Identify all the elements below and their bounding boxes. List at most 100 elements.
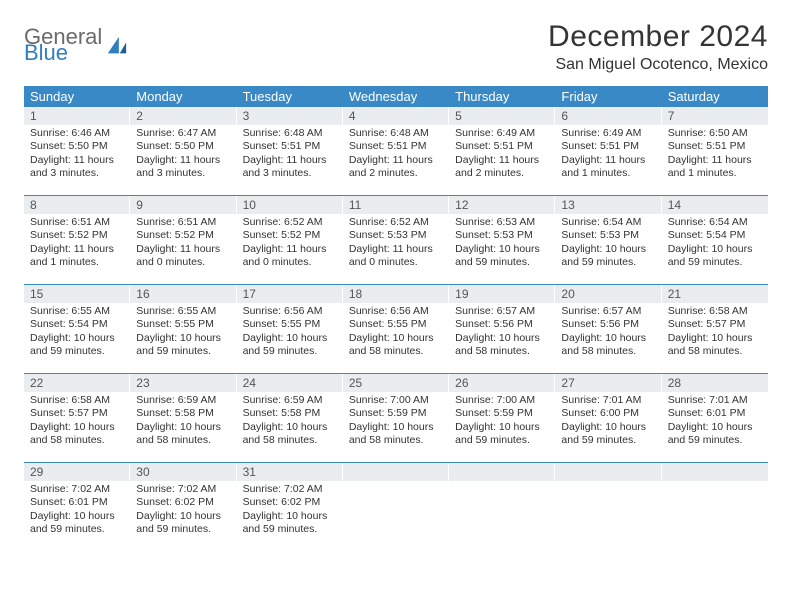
day-body: Sunrise: 6:58 AMSunset: 5:57 PMDaylight:… bbox=[24, 392, 130, 450]
day-cell: 19Sunrise: 6:57 AMSunset: 5:56 PMDayligh… bbox=[449, 285, 555, 363]
day-number: 26 bbox=[449, 374, 555, 392]
weeks-container: 1Sunrise: 6:46 AMSunset: 5:50 PMDaylight… bbox=[24, 107, 768, 541]
day-number: 9 bbox=[130, 196, 236, 214]
day-cell: 17Sunrise: 6:56 AMSunset: 5:55 PMDayligh… bbox=[237, 285, 343, 363]
day-number: 22 bbox=[24, 374, 130, 392]
day-number: 10 bbox=[237, 196, 343, 214]
day-number: 13 bbox=[555, 196, 661, 214]
day-body: Sunrise: 6:48 AMSunset: 5:51 PMDaylight:… bbox=[343, 125, 449, 183]
header: General Blue December 2024 San Miguel Oc… bbox=[24, 20, 768, 74]
day-cell: 10Sunrise: 6:52 AMSunset: 5:52 PMDayligh… bbox=[237, 196, 343, 274]
location: San Miguel Ocotenco, Mexico bbox=[548, 56, 768, 74]
day-body: Sunrise: 6:52 AMSunset: 5:52 PMDaylight:… bbox=[237, 214, 343, 272]
day-cell: 16Sunrise: 6:55 AMSunset: 5:55 PMDayligh… bbox=[130, 285, 236, 363]
logo-text: General Blue bbox=[24, 26, 102, 64]
day-body: Sunrise: 6:54 AMSunset: 5:53 PMDaylight:… bbox=[555, 214, 661, 272]
week-row: 8Sunrise: 6:51 AMSunset: 5:52 PMDaylight… bbox=[24, 195, 768, 274]
day-number: 23 bbox=[130, 374, 236, 392]
day-number: 5 bbox=[449, 107, 555, 125]
day-body: Sunrise: 6:57 AMSunset: 5:56 PMDaylight:… bbox=[449, 303, 555, 361]
day-number: 24 bbox=[237, 374, 343, 392]
day-cell: 20Sunrise: 6:57 AMSunset: 5:56 PMDayligh… bbox=[555, 285, 661, 363]
dow-header: Saturday bbox=[662, 86, 768, 107]
week-row: 1Sunrise: 6:46 AMSunset: 5:50 PMDaylight… bbox=[24, 107, 768, 185]
day-cell: 18Sunrise: 6:56 AMSunset: 5:55 PMDayligh… bbox=[343, 285, 449, 363]
day-number: 2 bbox=[130, 107, 236, 125]
title-block: December 2024 San Miguel Ocotenco, Mexic… bbox=[548, 20, 768, 74]
day-cell bbox=[449, 463, 555, 541]
day-body: Sunrise: 6:51 AMSunset: 5:52 PMDaylight:… bbox=[130, 214, 236, 272]
day-body: Sunrise: 7:01 AMSunset: 6:00 PMDaylight:… bbox=[555, 392, 661, 450]
day-cell: 7Sunrise: 6:50 AMSunset: 5:51 PMDaylight… bbox=[662, 107, 768, 185]
day-body: Sunrise: 6:54 AMSunset: 5:54 PMDaylight:… bbox=[662, 214, 768, 272]
calendar: SundayMondayTuesdayWednesdayThursdayFrid… bbox=[24, 86, 768, 541]
day-body: Sunrise: 6:47 AMSunset: 5:50 PMDaylight:… bbox=[130, 125, 236, 183]
day-cell: 2Sunrise: 6:47 AMSunset: 5:50 PMDaylight… bbox=[130, 107, 236, 185]
day-body: Sunrise: 6:49 AMSunset: 5:51 PMDaylight:… bbox=[449, 125, 555, 183]
day-number: 1 bbox=[24, 107, 130, 125]
day-cell bbox=[343, 463, 449, 541]
dow-header: Tuesday bbox=[237, 86, 343, 107]
logo-bottom: Blue bbox=[24, 42, 102, 64]
day-cell: 28Sunrise: 7:01 AMSunset: 6:01 PMDayligh… bbox=[662, 374, 768, 452]
day-number: 31 bbox=[237, 463, 343, 481]
day-body: Sunrise: 6:55 AMSunset: 5:54 PMDaylight:… bbox=[24, 303, 130, 361]
dow-header: Monday bbox=[130, 86, 236, 107]
day-number: 12 bbox=[449, 196, 555, 214]
week-row: 15Sunrise: 6:55 AMSunset: 5:54 PMDayligh… bbox=[24, 284, 768, 363]
day-number: 19 bbox=[449, 285, 555, 303]
day-cell: 12Sunrise: 6:53 AMSunset: 5:53 PMDayligh… bbox=[449, 196, 555, 274]
day-body: Sunrise: 6:59 AMSunset: 5:58 PMDaylight:… bbox=[237, 392, 343, 450]
day-number: 7 bbox=[662, 107, 768, 125]
day-cell: 13Sunrise: 6:54 AMSunset: 5:53 PMDayligh… bbox=[555, 196, 661, 274]
week-row: 29Sunrise: 7:02 AMSunset: 6:01 PMDayligh… bbox=[24, 462, 768, 541]
day-number: 3 bbox=[237, 107, 343, 125]
day-number: 15 bbox=[24, 285, 130, 303]
day-number: 21 bbox=[662, 285, 768, 303]
day-body: Sunrise: 6:46 AMSunset: 5:50 PMDaylight:… bbox=[24, 125, 130, 183]
day-cell: 23Sunrise: 6:59 AMSunset: 5:58 PMDayligh… bbox=[130, 374, 236, 452]
day-body: Sunrise: 6:59 AMSunset: 5:58 PMDaylight:… bbox=[130, 392, 236, 450]
day-cell: 26Sunrise: 7:00 AMSunset: 5:59 PMDayligh… bbox=[449, 374, 555, 452]
day-cell: 27Sunrise: 7:01 AMSunset: 6:00 PMDayligh… bbox=[555, 374, 661, 452]
logo-sail-icon bbox=[106, 35, 128, 57]
day-number: 29 bbox=[24, 463, 130, 481]
day-cell: 3Sunrise: 6:48 AMSunset: 5:51 PMDaylight… bbox=[237, 107, 343, 185]
day-cell: 22Sunrise: 6:58 AMSunset: 5:57 PMDayligh… bbox=[24, 374, 130, 452]
day-cell: 30Sunrise: 7:02 AMSunset: 6:02 PMDayligh… bbox=[130, 463, 236, 541]
day-cell bbox=[555, 463, 661, 541]
day-body: Sunrise: 6:48 AMSunset: 5:51 PMDaylight:… bbox=[237, 125, 343, 183]
day-body: Sunrise: 7:02 AMSunset: 6:01 PMDaylight:… bbox=[24, 481, 130, 539]
dow-header: Friday bbox=[555, 86, 661, 107]
day-body: Sunrise: 7:02 AMSunset: 6:02 PMDaylight:… bbox=[130, 481, 236, 539]
day-number: 8 bbox=[24, 196, 130, 214]
day-cell: 25Sunrise: 7:00 AMSunset: 5:59 PMDayligh… bbox=[343, 374, 449, 452]
day-number: 27 bbox=[555, 374, 661, 392]
day-cell: 9Sunrise: 6:51 AMSunset: 5:52 PMDaylight… bbox=[130, 196, 236, 274]
calendar-page: General Blue December 2024 San Miguel Oc… bbox=[0, 0, 792, 567]
day-cell: 29Sunrise: 7:02 AMSunset: 6:01 PMDayligh… bbox=[24, 463, 130, 541]
day-number bbox=[449, 463, 555, 481]
dow-header: Sunday bbox=[24, 86, 130, 107]
logo: General Blue bbox=[24, 20, 128, 64]
dow-header: Thursday bbox=[449, 86, 555, 107]
day-body: Sunrise: 6:49 AMSunset: 5:51 PMDaylight:… bbox=[555, 125, 661, 183]
day-number: 11 bbox=[343, 196, 449, 214]
day-body: Sunrise: 6:57 AMSunset: 5:56 PMDaylight:… bbox=[555, 303, 661, 361]
day-body: Sunrise: 6:55 AMSunset: 5:55 PMDaylight:… bbox=[130, 303, 236, 361]
day-number: 20 bbox=[555, 285, 661, 303]
day-number: 30 bbox=[130, 463, 236, 481]
day-cell: 5Sunrise: 6:49 AMSunset: 5:51 PMDaylight… bbox=[449, 107, 555, 185]
day-number: 14 bbox=[662, 196, 768, 214]
day-cell: 1Sunrise: 6:46 AMSunset: 5:50 PMDaylight… bbox=[24, 107, 130, 185]
day-cell: 21Sunrise: 6:58 AMSunset: 5:57 PMDayligh… bbox=[662, 285, 768, 363]
month-title: December 2024 bbox=[548, 20, 768, 54]
day-number: 28 bbox=[662, 374, 768, 392]
day-body: Sunrise: 6:53 AMSunset: 5:53 PMDaylight:… bbox=[449, 214, 555, 272]
dow-header: Wednesday bbox=[343, 86, 449, 107]
day-cell: 15Sunrise: 6:55 AMSunset: 5:54 PMDayligh… bbox=[24, 285, 130, 363]
day-body: Sunrise: 7:00 AMSunset: 5:59 PMDaylight:… bbox=[449, 392, 555, 450]
day-cell: 31Sunrise: 7:02 AMSunset: 6:02 PMDayligh… bbox=[237, 463, 343, 541]
day-body: Sunrise: 7:01 AMSunset: 6:01 PMDaylight:… bbox=[662, 392, 768, 450]
day-cell bbox=[662, 463, 768, 541]
